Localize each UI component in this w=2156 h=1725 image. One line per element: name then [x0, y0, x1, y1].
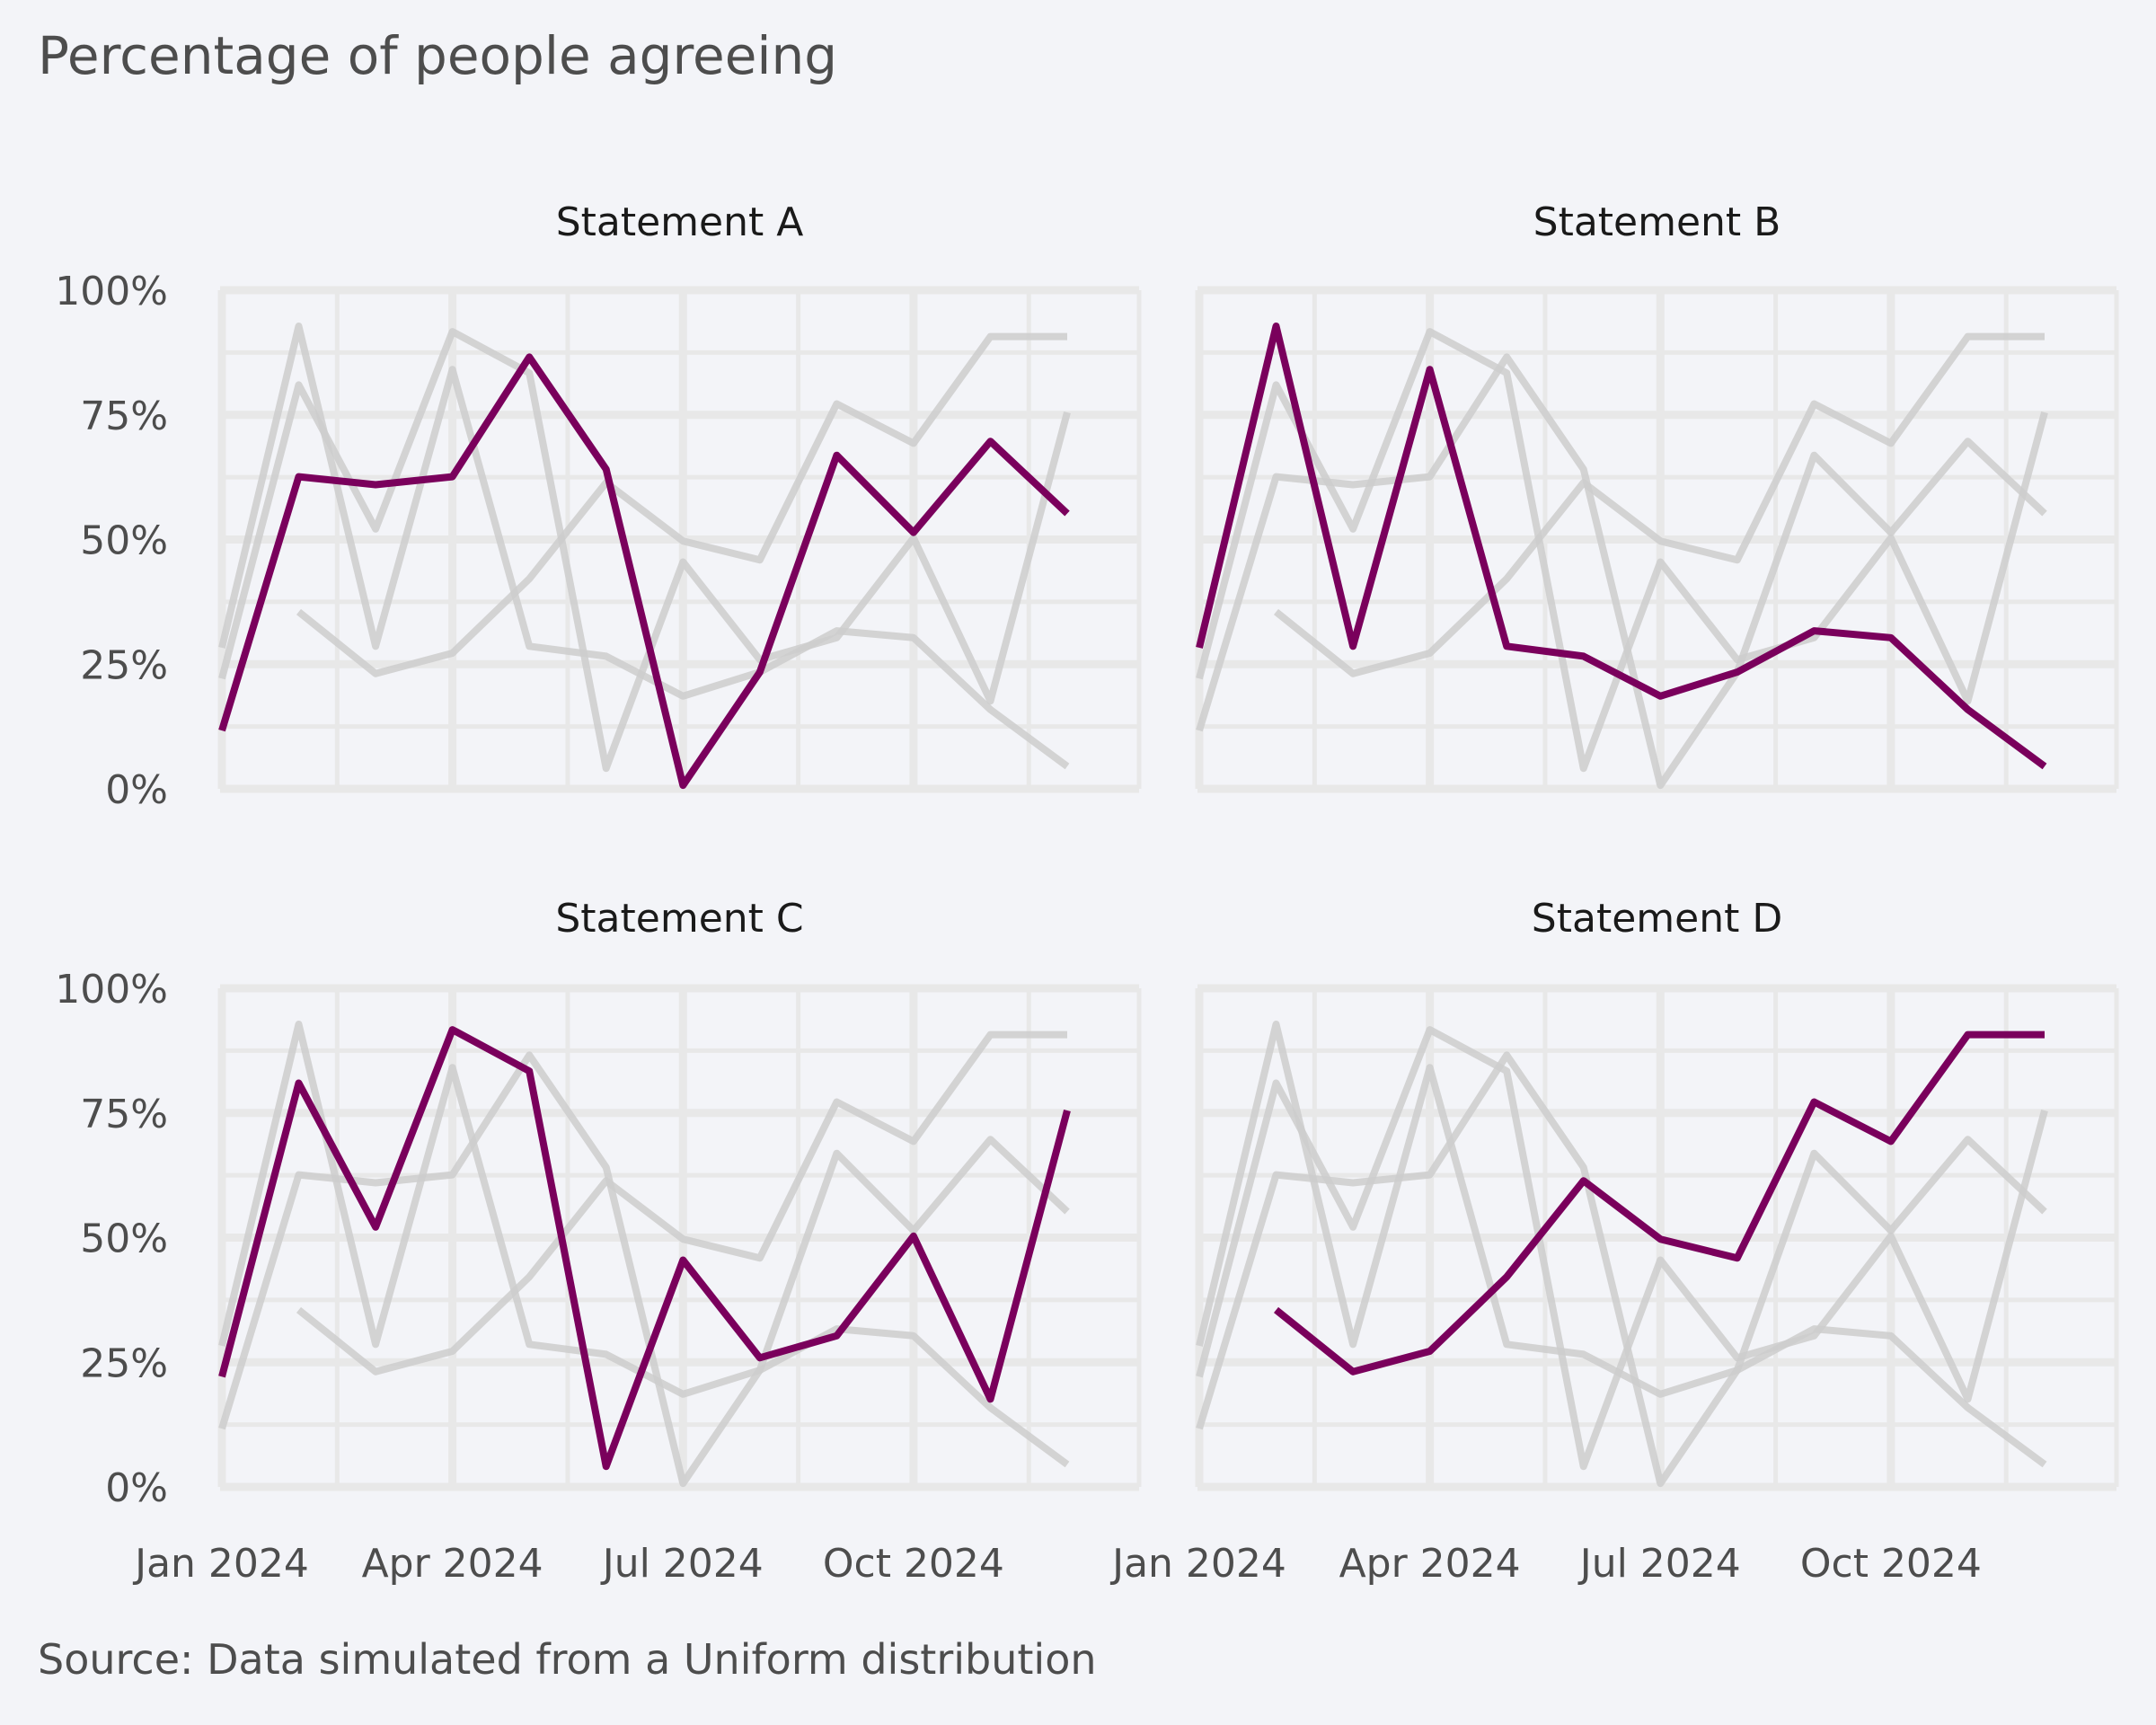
- y-tick-label: 25%: [80, 1340, 168, 1386]
- highlight-series-line: [1273, 1031, 2045, 1376]
- background-series-line: [1196, 328, 2048, 773]
- chart-caption: Source: Data simulated from a Uniform di…: [38, 1635, 1097, 1684]
- y-tick-label: 75%: [80, 1092, 168, 1137]
- panel-statement-c: Statement C 0% 25% 50% 75% 100% Jan 2024 Apr 20…: [55, 896, 1142, 1587]
- background-series-line: [296, 1031, 1067, 1376]
- x-tick-label: Oct 2024: [1800, 1541, 1982, 1587]
- panel-title: Statement B: [1533, 199, 1781, 245]
- y-tick-label: 0%: [105, 1465, 168, 1511]
- panel-statement-b: Statement B: [1195, 199, 2119, 793]
- background-series-line: [218, 1021, 1070, 1468]
- y-tick-label: 75%: [80, 394, 168, 439]
- x-tick-label: Jul 2024: [1577, 1541, 1741, 1587]
- panel-statement-a: Statement A 0% 25% 50% 75% 100%: [55, 199, 1142, 813]
- panel-title: Statement A: [556, 199, 804, 245]
- y-tick-label: 50%: [80, 1216, 168, 1262]
- background-series-line: [1273, 332, 2045, 677]
- x-tick-label: Jan 2024: [1109, 1541, 1286, 1587]
- background-series-line: [1196, 353, 2047, 790]
- panel-title: Statement C: [555, 896, 803, 942]
- chart-title: Percentage of people agreeing: [38, 25, 838, 86]
- background-series-line: [296, 332, 1067, 677]
- highlight-series-line: [218, 353, 1070, 790]
- x-tick-label: Apr 2024: [362, 1541, 543, 1587]
- y-tick-label: 100%: [55, 967, 168, 1013]
- x-tick-label: Apr 2024: [1339, 1541, 1521, 1587]
- background-series-line: [218, 328, 1071, 773]
- y-tick-label: 0%: [105, 767, 168, 813]
- highlight-series-line: [218, 1026, 1071, 1471]
- x-tick-label: Jan 2024: [132, 1541, 309, 1587]
- x-tick-label: Jul 2024: [600, 1541, 764, 1587]
- y-tick-label: 100%: [55, 269, 168, 314]
- y-tick-label: 50%: [80, 518, 168, 564]
- background-series-line: [1196, 1051, 2047, 1488]
- y-tick-label: 25%: [80, 642, 168, 688]
- background-series-line: [1196, 1026, 2048, 1471]
- background-series-line: [218, 323, 1070, 770]
- panel-statement-d: Statement D Jan 2024 Apr 2024 Jul 2024 Oct 2…: [1109, 896, 2119, 1587]
- background-series-line: [218, 1051, 1070, 1488]
- panel-title: Statement D: [1532, 896, 1782, 942]
- highlight-series-line: [1196, 323, 2047, 770]
- x-tick-label: Oct 2024: [823, 1541, 1004, 1587]
- background-series-line: [1196, 1021, 2047, 1468]
